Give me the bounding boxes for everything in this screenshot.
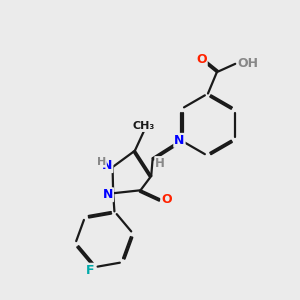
Text: CH₃: CH₃ — [133, 121, 155, 131]
Text: H: H — [155, 157, 165, 170]
Text: N: N — [102, 159, 112, 172]
Text: N: N — [174, 134, 184, 147]
Text: F: F — [86, 264, 95, 277]
Text: O: O — [161, 193, 172, 206]
Text: H: H — [97, 157, 106, 167]
Text: N: N — [103, 188, 113, 201]
Text: O: O — [196, 53, 207, 66]
Text: OH: OH — [238, 57, 259, 70]
